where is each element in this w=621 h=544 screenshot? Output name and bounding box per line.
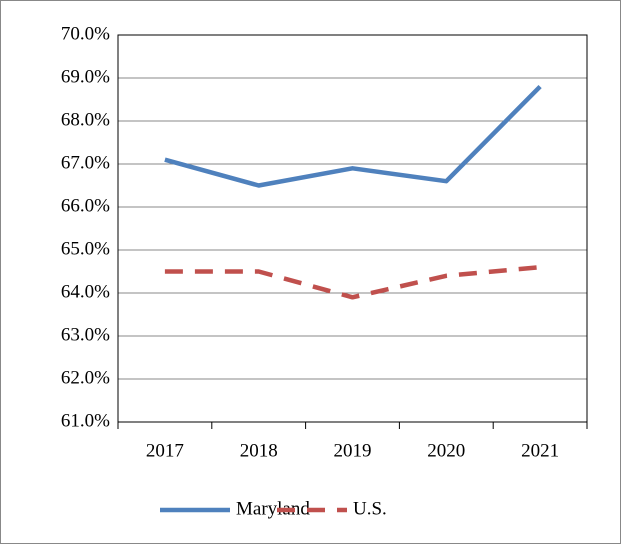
y-tick-label: 63.0% (61, 324, 110, 345)
y-tick-label: 65.0% (61, 238, 110, 259)
x-tick-label: 2018 (240, 440, 278, 461)
x-tick-label: 2019 (334, 440, 372, 461)
series-line (164, 264, 541, 300)
legend-label: U.S. (353, 498, 387, 519)
x-tick-label: 2017 (146, 440, 184, 461)
series-line (164, 85, 542, 188)
y-tick-label: 68.0% (61, 109, 110, 130)
y-tick-label: 69.0% (61, 66, 110, 87)
y-tick-label: 67.0% (61, 152, 110, 173)
y-tick-label: 70.0% (61, 23, 110, 44)
y-tick-label: 62.0% (61, 367, 110, 388)
y-tick-label: 64.0% (61, 281, 110, 302)
legend-label: Maryland (236, 498, 310, 519)
plot-border (117, 34, 588, 423)
y-tick-label: 61.0% (61, 410, 110, 431)
x-tick-label: 2021 (521, 440, 559, 461)
y-tick-label: 66.0% (61, 195, 110, 216)
x-tick-label: 2020 (427, 440, 465, 461)
